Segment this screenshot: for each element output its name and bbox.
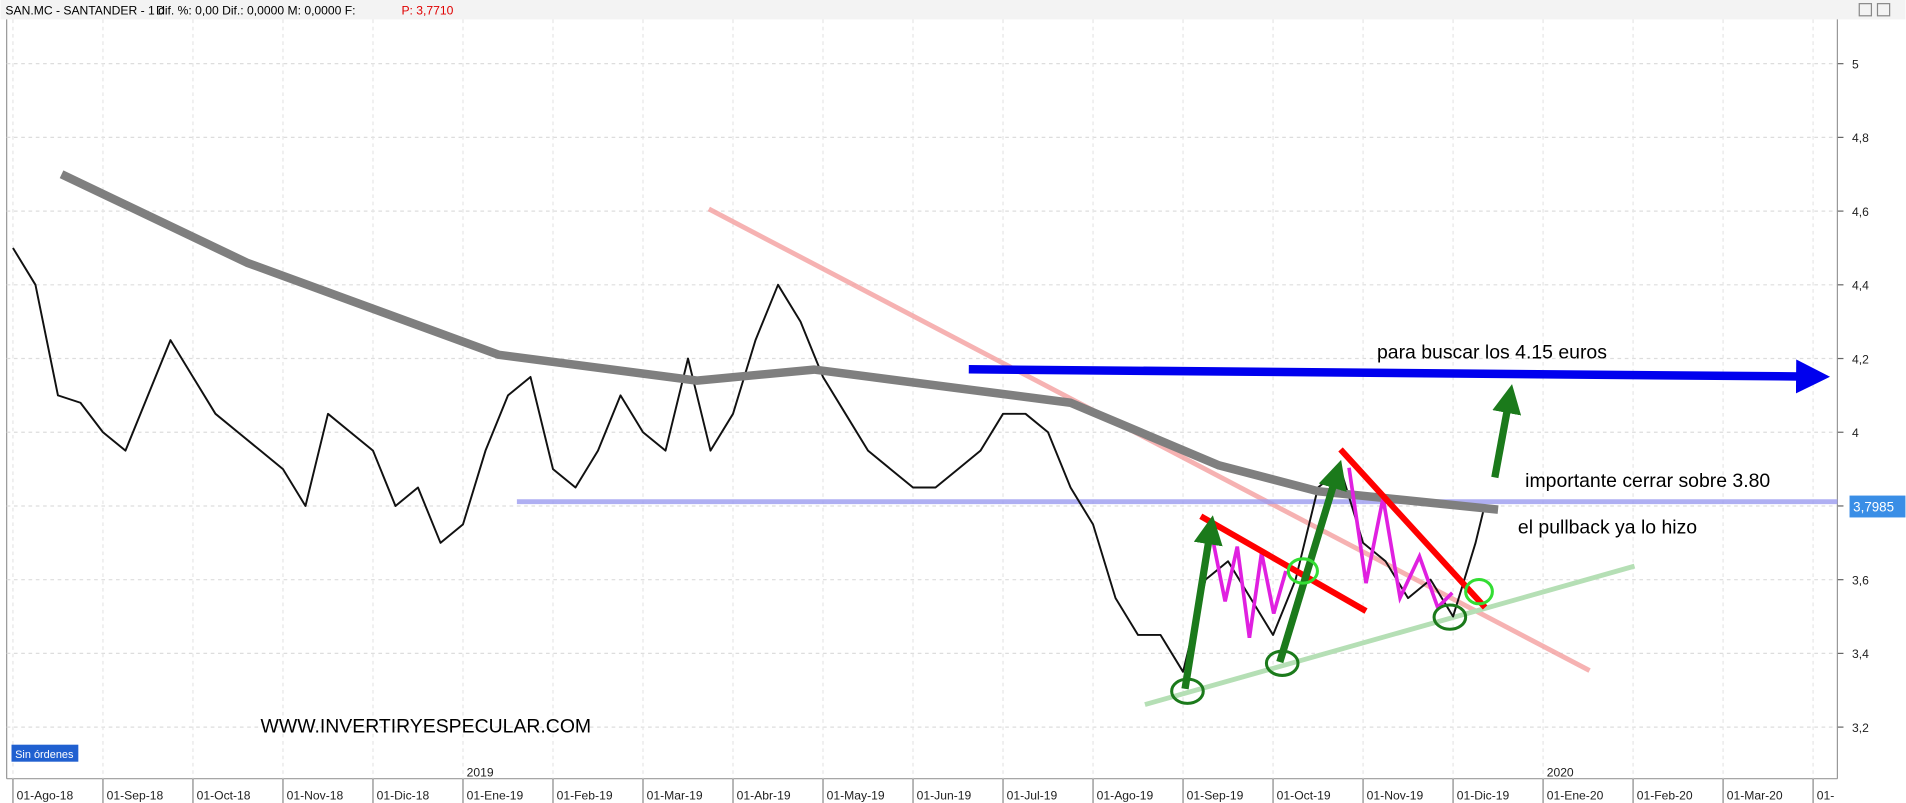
watermark: WWW.INVERTIRYESPECULAR.COM (261, 716, 592, 738)
annotation: para buscar los 4.15 euros (1377, 341, 1607, 363)
trend-line (1338, 447, 1488, 610)
x-tick-label: 01-Dic-19 (1457, 788, 1510, 802)
header-stats: Dif. %: 0,00 Dif.: 0,0000 M: 0,0000 F: (156, 4, 356, 18)
window-button[interactable] (1876, 3, 1891, 17)
header-symbol: SAN.MC - SANTANDER - 1 d (5, 4, 164, 18)
y-tick-label: 4,2 (1852, 352, 1869, 366)
x-tick-label: 01-Mar-20 (1727, 788, 1783, 802)
x-tick-label: 01-Nov-19 (1367, 788, 1424, 802)
x-tick-label: 01-Mar-19 (647, 788, 703, 802)
series-line (59, 170, 1499, 514)
annotation: el pullback ya lo hizo (1518, 516, 1697, 538)
year-label: 2020 (1547, 765, 1574, 779)
circle-marker (1170, 677, 1205, 705)
header-price: P: 3,7710 (401, 4, 453, 18)
annotation: importante cerrar sobre 3.80 (1525, 470, 1770, 492)
x-tick-label: 01-May-19 (827, 788, 885, 802)
x-tick-label: 01-Jun-19 (917, 788, 972, 802)
x-tick-label: 01-Dic-18 (377, 788, 430, 802)
y-tick-label: 5 (1852, 58, 1859, 72)
series-line (12, 247, 1486, 673)
x-tick-label: 01-Ene-19 (467, 788, 524, 802)
x-tick-label: 01-Nov-18 (287, 788, 344, 802)
y-tick-label: 3,6 (1852, 574, 1869, 588)
year-label: 2019 (467, 765, 494, 779)
status-badge (11, 744, 79, 762)
y-tick-label: 4,6 (1852, 205, 1869, 219)
trend-line (1199, 513, 1368, 614)
window-button[interactable] (1858, 3, 1873, 17)
circle-marker (1264, 649, 1300, 677)
arrow (1491, 384, 1522, 479)
x-tick-label: 01-Sep-18 (107, 788, 164, 802)
trend-line (1144, 563, 1636, 707)
x-tick-label: 01-Ago-18 (17, 788, 74, 802)
y-tick-label: 3,2 (1852, 721, 1869, 735)
circle-marker (1286, 557, 1319, 585)
x-tick-label: 01-Jul-19 (1007, 788, 1058, 802)
circle-marker (1432, 603, 1468, 631)
x-tick-label: 01-Ago-19 (1097, 788, 1154, 802)
x-tick-label: 01-Oct-18 (197, 788, 251, 802)
y-tick-label: 4,4 (1852, 279, 1869, 293)
price-tag (1849, 495, 1906, 518)
y-tick-label: 4 (1852, 426, 1859, 440)
circle-marker (1464, 577, 1494, 606)
x-tick-label: 01- (1817, 788, 1835, 802)
x-tick-label: 01-Abr-19 (737, 788, 791, 802)
x-tick-label: 01-Feb-20 (1637, 788, 1693, 802)
y-tick-label: 4,8 (1852, 131, 1869, 145)
x-tick-label: 01-Ene-20 (1547, 788, 1604, 802)
x-tick-label: 01-Sep-19 (1187, 788, 1244, 802)
header-bar (0, 0, 1906, 20)
pattern-line (1207, 522, 1288, 639)
x-tick-label: 01-Oct-19 (1277, 788, 1331, 802)
x-tick-label: 01-Feb-19 (557, 788, 613, 802)
arrow (1276, 459, 1347, 664)
price-tag-label: 3,7985 (1853, 499, 1894, 514)
arrow (1181, 515, 1223, 690)
status-text: Sin órdenes (15, 749, 74, 761)
y-tick-label: 3,4 (1852, 647, 1869, 661)
arrow (968, 359, 1831, 394)
